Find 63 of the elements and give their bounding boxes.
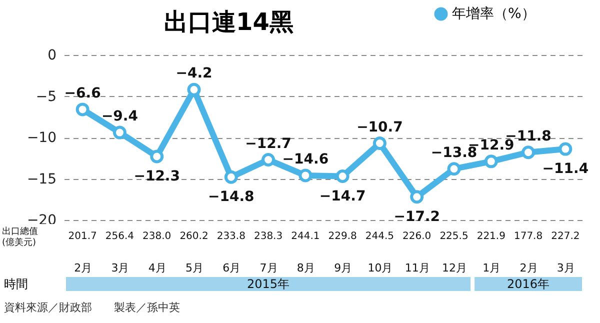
text: 時間 [4,277,28,291]
source-note: 資料來源／財政部 製表／孫中英 [4,301,180,314]
data-label: −17.2 [394,208,440,225]
point [410,190,424,204]
chart-title: 出口連14黑 [164,8,294,36]
x-tick-label: 6月 [222,262,241,274]
x-tick-label: 2月 [74,262,92,274]
text: 233.8 [216,231,246,242]
x-tick-label: 1月 [482,262,501,274]
text: 238.0 [142,231,172,242]
point [150,150,164,164]
point [262,153,276,167]
x-tick-label: 11月 [404,262,430,274]
x-tick-label: 9月 [334,262,352,274]
text: 221.9 [476,231,506,242]
x-tick-label: 3月 [556,262,575,274]
x-tick-label: 12月 [442,262,467,274]
text: 227.2 [551,231,580,242]
data-label: −14.7 [319,188,366,204]
text: 244.5 [365,231,394,242]
text: 出口總值 (億美元) [2,226,38,248]
y-tick-label: −5 [36,88,56,105]
point [224,170,238,184]
text: 238.3 [254,231,283,242]
data-label: −11.4 [542,161,589,178]
data-label: −12.3 [134,168,180,184]
text: 226.0 [402,231,432,242]
x-tick-label: 8月 [296,262,315,274]
legend-label: 年增率（%） [452,6,536,22]
data-label: −6.6 [64,85,101,102]
x-tick-label: 4月 [148,262,166,274]
text: 2015年 [247,277,290,291]
x-tick-label: 7月 [260,262,278,274]
x-tick-label: 5月 [186,262,204,274]
point [336,170,350,184]
point [558,142,572,156]
text: 260.2 [180,231,208,242]
x-tick-label: 2月 [520,262,538,274]
text: 177.8 [514,231,543,242]
point [298,168,312,182]
x-tick-label: 10月 [368,262,393,274]
point [447,162,461,176]
text: 201.7 [68,231,97,242]
data-label: −14.6 [282,151,329,168]
text: 2016年 [507,277,550,291]
y-tick-label: 0 [48,48,56,64]
text: 256.4 [105,231,134,242]
data-label: −4.2 [176,66,212,82]
y-tick-label: −15 [26,171,56,188]
point [484,154,498,168]
point [76,102,90,116]
data-label: −14.8 [208,189,254,206]
data-label: −12.7 [245,136,292,152]
x-tick-label: 3月 [111,262,130,274]
data-label: −9.4 [101,108,138,125]
point [112,126,126,140]
data-label: −10.7 [356,119,403,136]
y-tick-label: −10 [26,130,56,146]
text: 225.5 [440,231,468,242]
point [522,146,536,160]
text: 244.1 [291,231,320,242]
text: 229.8 [328,231,357,242]
point [372,136,386,150]
